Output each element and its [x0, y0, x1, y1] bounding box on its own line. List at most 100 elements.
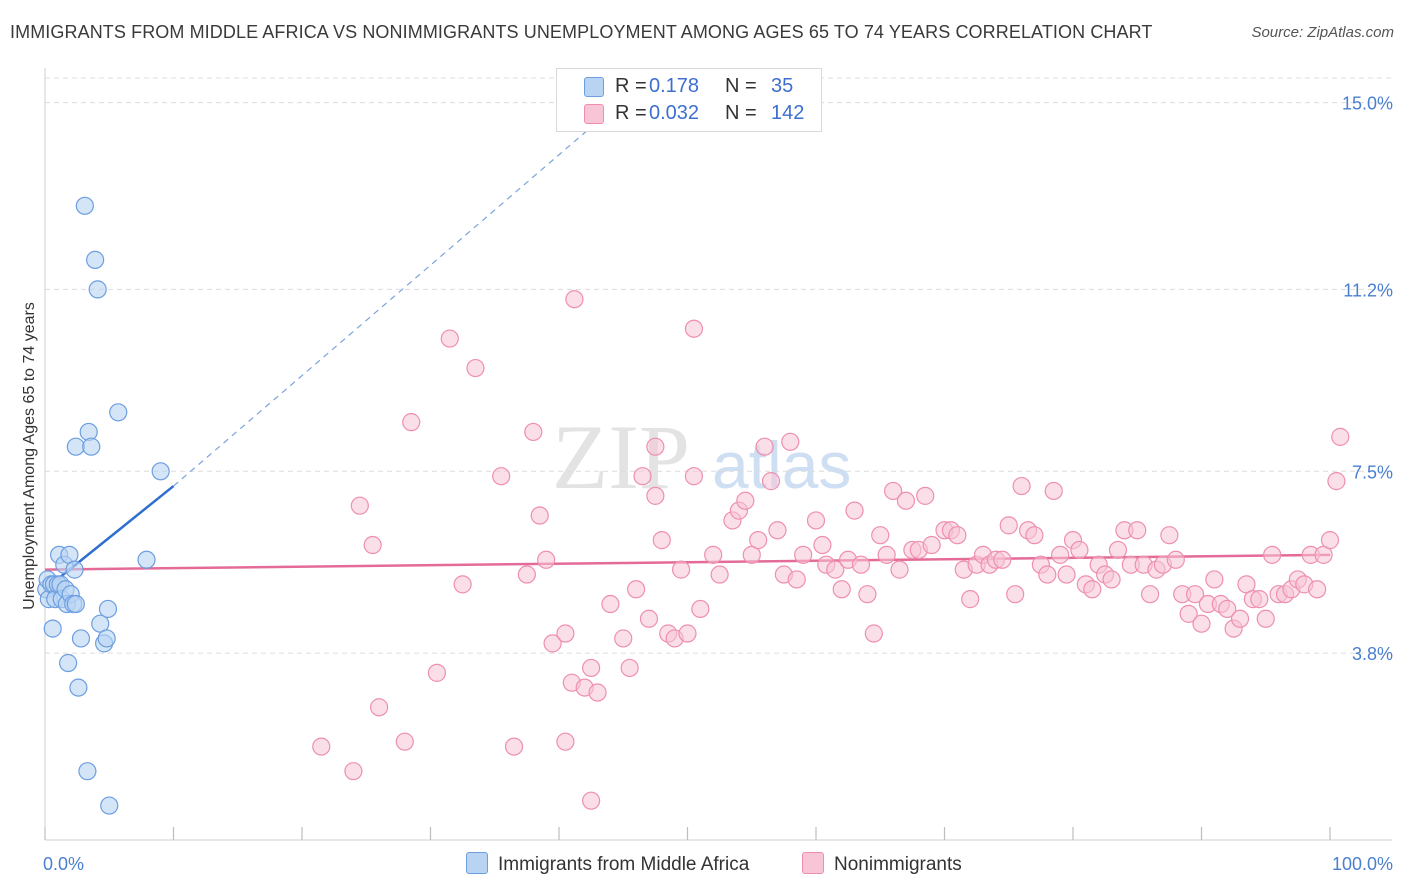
x-tick-label-max: 100.0%: [1332, 854, 1393, 874]
series-immigrants-middle-africa: [37, 196, 170, 815]
data-point-nonimmigrants: [440, 329, 459, 348]
data-point-nonimmigrants: [633, 467, 652, 486]
data-point-nonimmigrants: [710, 565, 729, 584]
data-point-middle-africa: [109, 403, 128, 422]
data-point-nonimmigrants: [588, 683, 607, 702]
data-point-nonimmigrants: [671, 560, 691, 579]
watermark-zip: ZIP: [552, 406, 690, 508]
data-point-nonimmigrants: [1006, 585, 1025, 604]
y-tick-label: 15.0%: [1342, 94, 1393, 114]
data-point-nonimmigrants: [877, 545, 896, 564]
legend: R = 0.178 N = 35 R = 0.032 N = 142: [556, 68, 822, 132]
data-point-nonimmigrants: [890, 560, 909, 579]
data-point-nonimmigrants: [684, 467, 704, 486]
data-point-nonimmigrants: [1012, 476, 1031, 496]
data-point-nonimmigrants: [639, 609, 659, 628]
data-point-nonimmigrants: [1192, 614, 1211, 633]
data-point-nonimmigrants: [993, 550, 1012, 569]
data-point-nonimmigrants: [736, 491, 755, 510]
data-point-middle-africa: [43, 619, 62, 638]
bottom-legend-series2: Nonimmigrants: [802, 852, 962, 876]
data-point-middle-africa: [88, 280, 107, 299]
data-point-nonimmigrants: [370, 698, 389, 717]
data-point-nonimmigrants: [312, 737, 331, 756]
data-point-nonimmigrants: [1185, 585, 1205, 604]
data-point-nonimmigrants: [1327, 472, 1346, 491]
data-point-middle-africa: [78, 762, 97, 781]
legend-row-series2: R = 0.032 N = 142: [557, 100, 821, 126]
data-point-middle-africa: [69, 678, 88, 697]
data-point-middle-africa: [100, 796, 119, 815]
data-point-nonimmigrants: [691, 599, 710, 619]
data-point-middle-africa: [79, 422, 98, 442]
data-point-nonimmigrants: [916, 486, 935, 505]
data-point-middle-africa: [66, 437, 85, 456]
legend-swatch-blue: [584, 77, 604, 97]
data-point-nonimmigrants: [556, 624, 575, 643]
data-point-nonimmigrants: [832, 580, 851, 599]
data-point-nonimmigrants: [363, 535, 382, 555]
data-point-nonimmigrants: [761, 472, 781, 491]
x-tick-labels: 0.0% 100.0%: [43, 854, 1393, 874]
y-tick-label: 3.8%: [1352, 644, 1393, 664]
data-point-nonimmigrants: [1250, 590, 1269, 609]
data-point-nonimmigrants: [1179, 604, 1198, 623]
data-point-nonimmigrants: [883, 481, 903, 501]
data-point-nonimmigrants: [1038, 565, 1057, 584]
data-point-nonimmigrants: [922, 535, 941, 555]
data-point-nonimmigrants: [1102, 570, 1121, 589]
data-point-nonimmigrants: [896, 491, 916, 510]
data-point-nonimmigrants: [787, 570, 806, 589]
data-point-nonimmigrants: [1160, 526, 1179, 545]
data-point-nonimmigrants: [781, 432, 800, 451]
bottom-legend-series1: Immigrants from Middle Africa: [466, 852, 749, 876]
data-point-nonimmigrants: [961, 590, 980, 609]
data-point-nonimmigrants: [1051, 545, 1070, 564]
data-point-nonimmigrants: [350, 496, 369, 515]
data-point-nonimmigrants: [871, 526, 890, 545]
data-point-nonimmigrants: [1256, 609, 1275, 628]
data-point-nonimmigrants: [768, 521, 787, 540]
bottom-legend-label: Nonimmigrants: [834, 854, 962, 875]
data-point-nonimmigrants: [749, 531, 768, 550]
data-point-nonimmigrants: [537, 550, 556, 569]
data-point-nonimmigrants: [453, 575, 472, 594]
data-point-nonimmigrants: [427, 663, 447, 682]
data-point-nonimmigrants: [1205, 570, 1224, 589]
x-tick-label-min: 0.0%: [43, 854, 84, 874]
data-point-middle-africa: [66, 594, 85, 614]
data-point-nonimmigrants: [344, 762, 363, 781]
bottom-legend-swatch-pink: [802, 852, 824, 874]
data-point-nonimmigrants: [601, 594, 620, 614]
data-point-nonimmigrants: [524, 422, 543, 442]
data-point-middle-africa: [59, 653, 78, 673]
data-point-nonimmigrants: [1218, 599, 1237, 619]
data-point-nonimmigrants: [646, 486, 665, 505]
data-point-nonimmigrants: [845, 501, 864, 520]
data-point-nonimmigrants: [1263, 545, 1282, 564]
data-point-nonimmigrants: [813, 535, 832, 555]
data-point-nonimmigrants: [826, 560, 845, 579]
source-label: Source: ZipAtlas.com: [1251, 24, 1394, 41]
data-point-nonimmigrants: [1108, 540, 1128, 560]
data-point-nonimmigrants: [582, 658, 601, 678]
chart-title: IMMIGRANTS FROM MIDDLE AFRICA VS NONIMMI…: [10, 22, 1153, 42]
data-point-nonimmigrants: [466, 358, 485, 378]
data-point-middle-africa: [75, 196, 94, 215]
y-axis-label: Unemployment Among Ages 65 to 74 years: [21, 302, 38, 610]
bottom-legend-swatch-blue: [466, 852, 488, 874]
series-nonimmigrants: [312, 290, 1350, 810]
data-point-nonimmigrants: [620, 658, 639, 678]
data-point-nonimmigrants: [948, 526, 967, 545]
data-point-nonimmigrants: [565, 290, 584, 309]
data-point-nonimmigrants: [556, 732, 575, 751]
data-point-nonimmigrants: [530, 506, 549, 525]
data-point-nonimmigrants: [684, 319, 704, 338]
data-point-middle-africa: [98, 599, 118, 619]
data-point-nonimmigrants: [858, 585, 877, 604]
watermark: ZIP atlas: [552, 406, 851, 508]
data-point-nonimmigrants: [678, 624, 697, 643]
data-point-nonimmigrants: [864, 624, 883, 643]
data-point-nonimmigrants: [1320, 531, 1340, 550]
data-point-middle-africa: [97, 629, 116, 648]
